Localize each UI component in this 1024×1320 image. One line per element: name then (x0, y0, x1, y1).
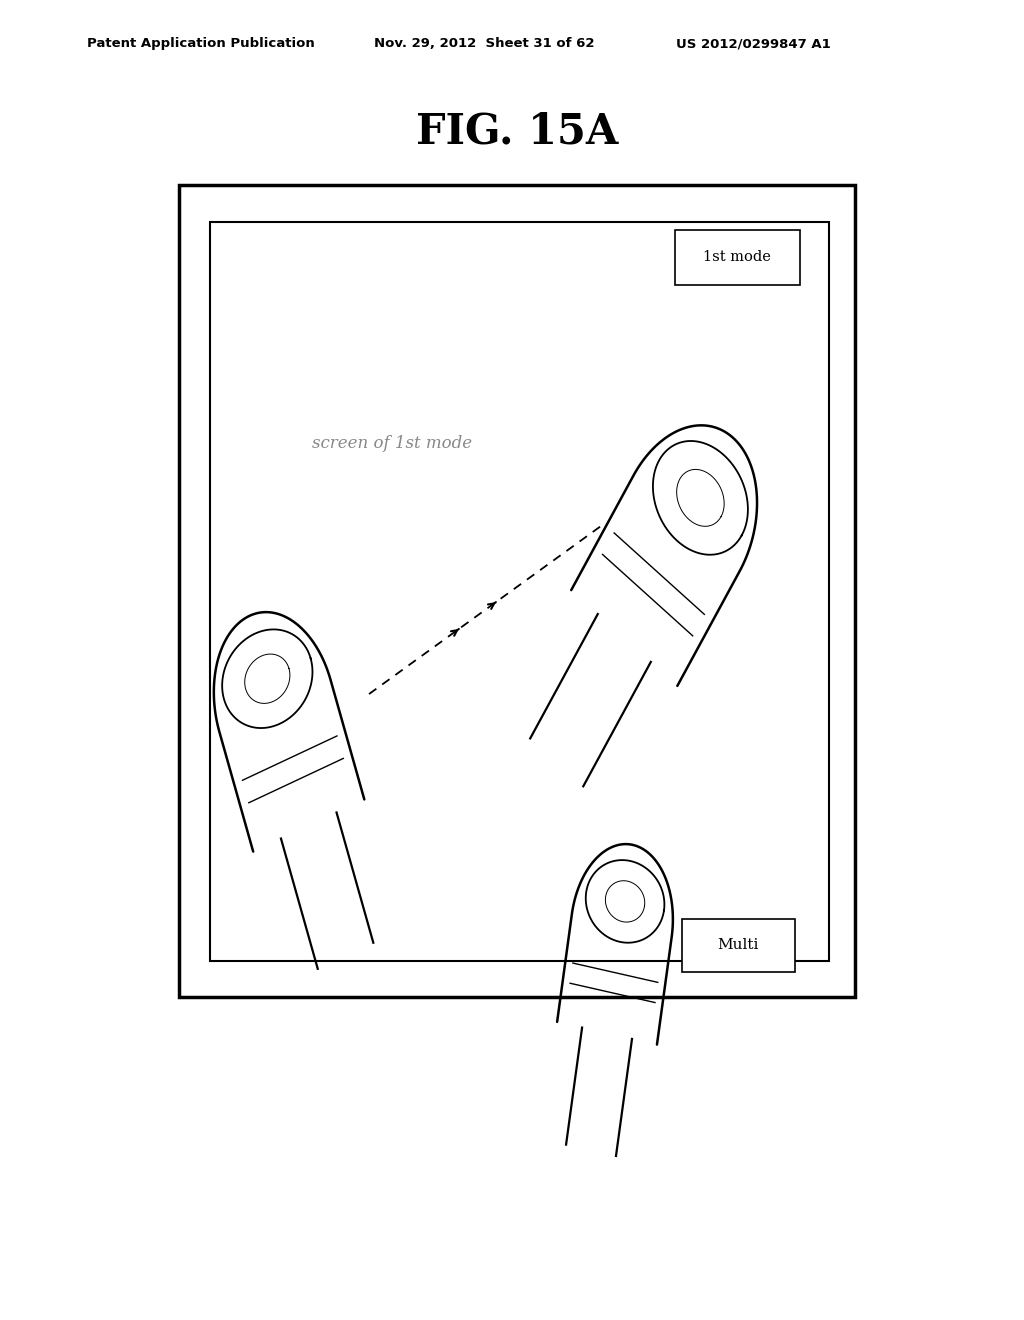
Text: Multi: Multi (718, 939, 759, 952)
Text: FIG. 15A: FIG. 15A (416, 111, 618, 153)
Bar (675, 230, 800, 285)
Text: 1st mode: 1st mode (703, 251, 771, 264)
Text: screen of 1st mode: screen of 1st mode (312, 436, 472, 451)
Bar (210, 222, 829, 961)
Text: Nov. 29, 2012  Sheet 31 of 62: Nov. 29, 2012 Sheet 31 of 62 (374, 37, 594, 50)
Bar (682, 919, 795, 972)
Text: US 2012/0299847 A1: US 2012/0299847 A1 (676, 37, 830, 50)
Bar (179, 185, 855, 997)
Text: Patent Application Publication: Patent Application Publication (87, 37, 314, 50)
